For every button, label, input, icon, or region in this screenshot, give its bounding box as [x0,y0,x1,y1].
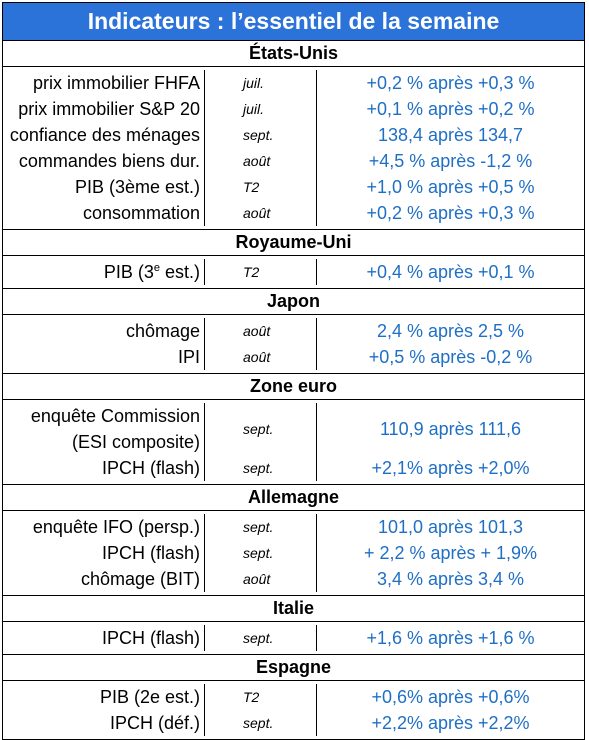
indicator-value: +0,2 % après +0,3 % [366,72,535,93]
label-line: enquête Commission [30,406,200,426]
section-header: Japon [3,289,584,315]
table-row: IPCH (déf.) sept. +2,2% après +2,2% [3,710,584,736]
indicator-period: sept. [205,403,317,455]
indicator-label: enquête IFO (persp.) [3,514,205,540]
label-part: est.) [159,262,200,282]
table-row: enquête IFO (persp.) sept. 101,0 après 1… [3,514,584,540]
table-row: commandes biens dur. août +4,5 % après -… [3,148,584,174]
indicator-label: consommation [3,200,205,226]
indicator-period: juil. [205,70,317,96]
indicator-value: +1,0 % après +0,5 % [366,176,535,197]
indicator-value: +2,1% après +2,0% [371,457,530,478]
indicator-label: PIB (2e est.) [3,684,205,710]
table-row: enquête Commission (ESI composite) sept.… [3,403,584,455]
label-line: (ESI composite) [71,432,200,452]
indicator-period: sept. [205,625,317,651]
table-row: prix immobilier S&P 20 juil. +0,1 % aprè… [3,96,584,122]
indicator-label: IPCH (flash) [3,455,205,481]
indicator-label: IPCH (flash) [3,540,205,566]
section-header: Italie [3,596,584,622]
indicator-period: sept. [205,122,317,148]
section-royaume-uni: Royaume-Uni PIB (3e est.) T2 +0,4 % aprè… [3,230,584,289]
section-header: Royaume-Uni [3,230,584,256]
indicator-label: chômage [3,318,205,344]
section-italie: Italie IPCH (flash) sept. +1,6 % après +… [3,596,584,655]
indicator-label: enquête Commission (ESI composite) [3,403,205,455]
indicator-label: prix immobilier FHFA [3,70,205,96]
indicator-value: +2,2% après +2,2% [371,712,530,733]
indicator-period: août [205,148,317,174]
indicator-value: 138,4 après 134,7 [377,124,524,145]
indicator-label: chômage (BIT) [3,566,205,592]
table-row: chômage (BIT) août 3,4 % après 3,4 % [3,566,584,592]
indicator-value: +1,6 % après +1,6 % [366,627,535,648]
indicator-period: sept. [205,540,317,566]
indicator-label: commandes biens dur. [3,148,205,174]
indicator-label: PIB (3e est.) [3,259,205,285]
indicator-value: 3,4 % après 3,4 % [376,568,525,589]
indicator-value: +0,4 % après +0,1 % [366,261,535,282]
indicator-label: PIB (3ème est.) [3,174,205,200]
section-zone-euro: Zone euro enquête Commission (ESI compos… [3,374,584,485]
indicator-period: août [205,200,317,226]
indicator-period: août [205,566,317,592]
indicator-period: sept. [205,514,317,540]
section-header: Zone euro [3,374,584,400]
indicator-value: +0,6% après +0,6% [371,686,530,707]
section-allemagne: Allemagne enquête IFO (persp.) sept. 101… [3,485,584,596]
indicator-value: +4,5 % après -1,2 % [368,150,533,171]
indicator-value: +0,2 % après +0,3 % [366,202,535,223]
table-row: consommation août +0,2 % après +0,3 % [3,200,584,226]
label-superscript: e [153,262,160,274]
table-row: confiance des ménages sept. 138,4 après … [3,122,584,148]
indicator-period: juil. [205,96,317,122]
indicator-period: sept. [205,455,317,481]
indicator-period: sept. [205,710,317,736]
table-row: IPI août +0,5 % après -0,2 % [3,344,584,370]
indicator-period: T2 [205,684,317,710]
indicator-period: T2 [205,259,317,285]
table-title: Indicateurs : l’essentiel de la semaine [3,3,584,41]
table-row: IPCH (flash) sept. +1,6 % après +1,6 % [3,625,584,651]
indicator-label: IPI [3,344,205,370]
indicator-value: +0,5 % après -0,2 % [368,346,533,367]
section-espagne: Espagne PIB (2e est.) T2 +0,6% après +0,… [3,655,584,739]
table-row: chômage août 2,4 % après 2,5 % [3,318,584,344]
indicator-value: +0,1 % après +0,2 % [366,98,535,119]
indicator-label: IPCH (déf.) [3,710,205,736]
table-row: prix immobilier FHFA juil. +0,2 % après … [3,70,584,96]
table-row: PIB (2e est.) T2 +0,6% après +0,6% [3,684,584,710]
section-header: Espagne [3,655,584,681]
table-row: PIB (3ème est.) T2 +1,0 % après +0,5 % [3,174,584,200]
indicator-period: T2 [205,174,317,200]
indicator-label: prix immobilier S&P 20 [3,96,205,122]
indicator-label: IPCH (flash) [3,625,205,651]
indicator-value: + 2,2 % après + 1,9% [363,542,538,563]
indicator-value: 2,4 % après 2,5 % [376,320,525,341]
section-header: Allemagne [3,485,584,511]
section-etats-unis: États-Unis prix immobilier FHFA juil. +0… [3,41,584,230]
section-header: États-Unis [3,41,584,67]
indicator-period: août [205,344,317,370]
label-part: PIB (3 [103,262,154,282]
indicator-period: août [205,318,317,344]
table-row: IPCH (flash) sept. + 2,2 % après + 1,9% [3,540,584,566]
section-japon: Japon chômage août 2,4 % après 2,5 % IPI… [3,289,584,374]
table-row: IPCH (flash) sept. +2,1% après +2,0% [3,455,584,481]
indicator-value: 110,9 après 111,6 [379,418,522,439]
indicator-label: confiance des ménages [3,122,205,148]
table-row: PIB (3e est.) T2 +0,4 % après +0,1 % [3,259,584,285]
indicator-value: 101,0 après 101,3 [377,516,524,537]
